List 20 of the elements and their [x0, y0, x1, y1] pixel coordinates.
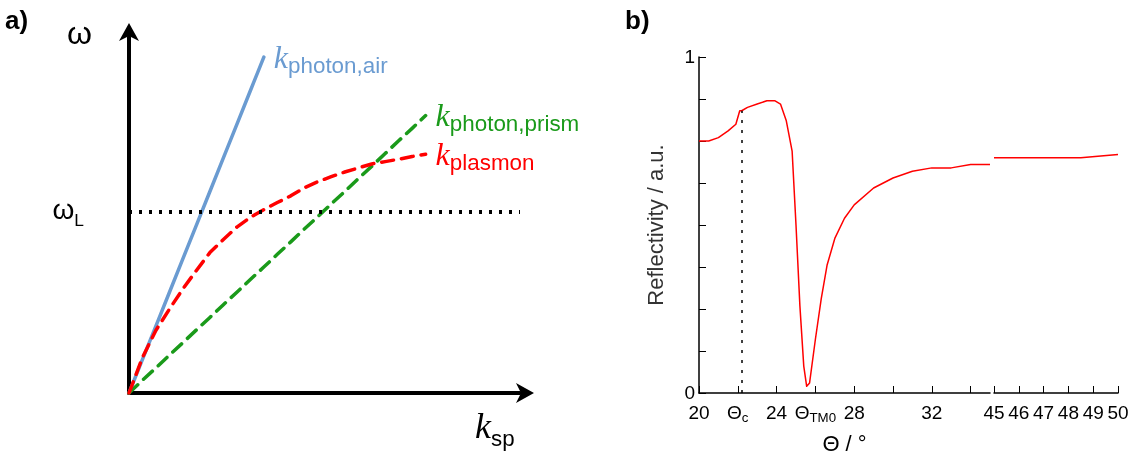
ref-line-label: ω$_{L}$: [52, 193, 84, 230]
x-axis-title: Θ / °: [822, 431, 867, 457]
y-axis-title: ω: [67, 15, 92, 51]
x-tick-label: 32: [921, 401, 943, 423]
y-axis-title: Reflectivity / a.u.: [642, 144, 668, 306]
line-series: [698, 99, 991, 388]
x-tick-label: 20: [688, 401, 710, 423]
x-tick-label: 49: [1082, 401, 1104, 423]
x-axis-title: k$_{sp}$: [475, 406, 515, 452]
x-tick-label: 24: [766, 401, 788, 423]
y-tick-label: 0: [684, 382, 695, 404]
x-tick-label: 46: [1008, 401, 1030, 423]
x-tick-label: 47: [1033, 401, 1055, 423]
x-tick-label: 45: [983, 401, 1005, 423]
x-tick-label: 50: [1107, 401, 1129, 423]
x-tick-label: 48: [1057, 401, 1079, 423]
x-tick-label: 28: [843, 401, 865, 423]
y-tick-label: 1: [684, 46, 695, 68]
chart-title: b): [625, 5, 650, 36]
chart-title: a): [5, 5, 29, 36]
